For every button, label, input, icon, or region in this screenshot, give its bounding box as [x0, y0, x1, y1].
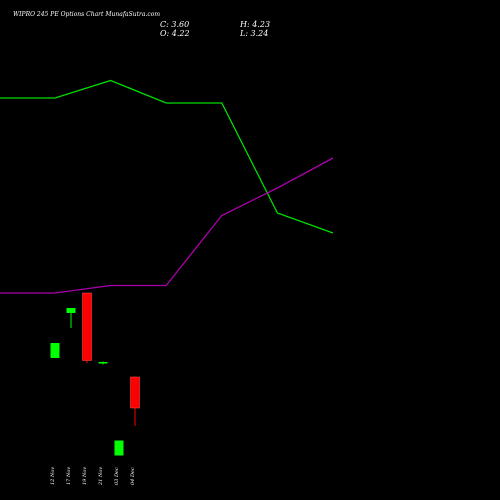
- candle-body: [82, 292, 92, 361]
- candles: [50, 292, 140, 456]
- x-tick-label: 03 Dec: [114, 467, 120, 485]
- x-tick-label: 21 Nov: [98, 467, 104, 486]
- open-value: O: 4.22: [160, 29, 190, 38]
- candle-body: [130, 376, 140, 409]
- moving-average-lines: [0, 79, 334, 294]
- candle-body: [98, 362, 108, 364]
- close-value: C: 3.60: [160, 20, 189, 29]
- x-tick-label: 12 Nov: [50, 467, 56, 485]
- x-tick-label: 19 Nov: [82, 467, 88, 485]
- candle-body: [66, 308, 76, 313]
- candle-body: [114, 440, 124, 456]
- chart-title: WIPRO 245 PE Options Chart MunafaSutra.c…: [13, 11, 160, 18]
- high-value: H: 4.23: [239, 20, 270, 29]
- x-axis-ticks: 12 Nov 17 Nov 19 Nov 21 Nov 03 Dec 04 Dec: [50, 467, 136, 486]
- x-tick-label: 04 Dec: [130, 467, 136, 485]
- ma-line-green: [0, 79, 334, 234]
- low-value: L: 3.24: [239, 29, 268, 38]
- ma-line-purple: [0, 157, 334, 294]
- candle-body: [50, 343, 60, 358]
- x-tick-label: 17 Nov: [66, 467, 72, 485]
